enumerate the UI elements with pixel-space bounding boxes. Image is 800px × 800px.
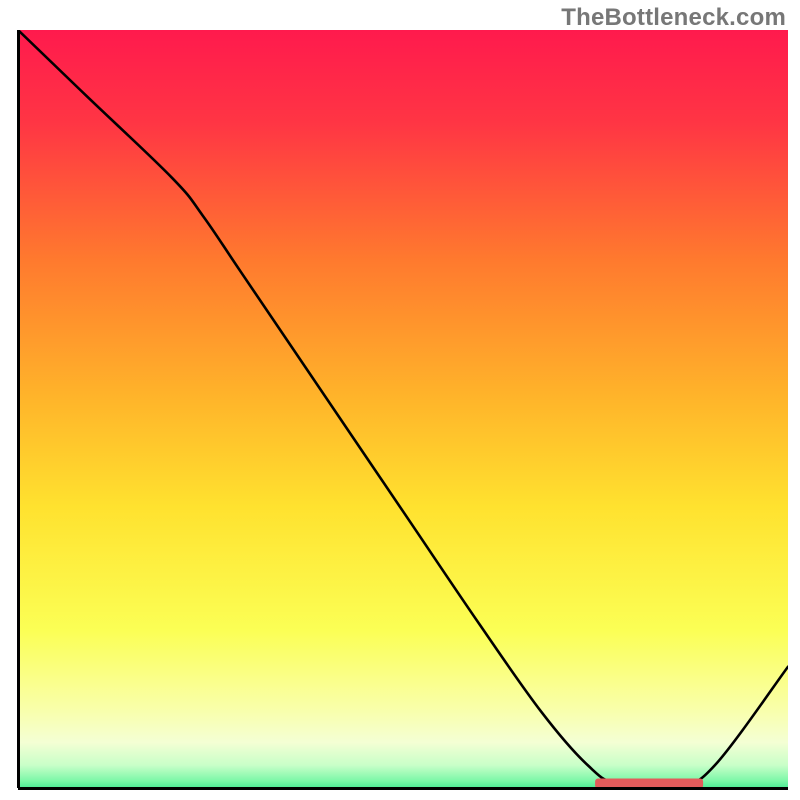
plot-area [18,30,788,788]
x-axis [18,787,788,790]
chart-container: TheBottleneck.com [0,0,800,800]
watermark-text: TheBottleneck.com [561,4,786,32]
curve-line [18,30,788,788]
y-axis [17,30,20,788]
